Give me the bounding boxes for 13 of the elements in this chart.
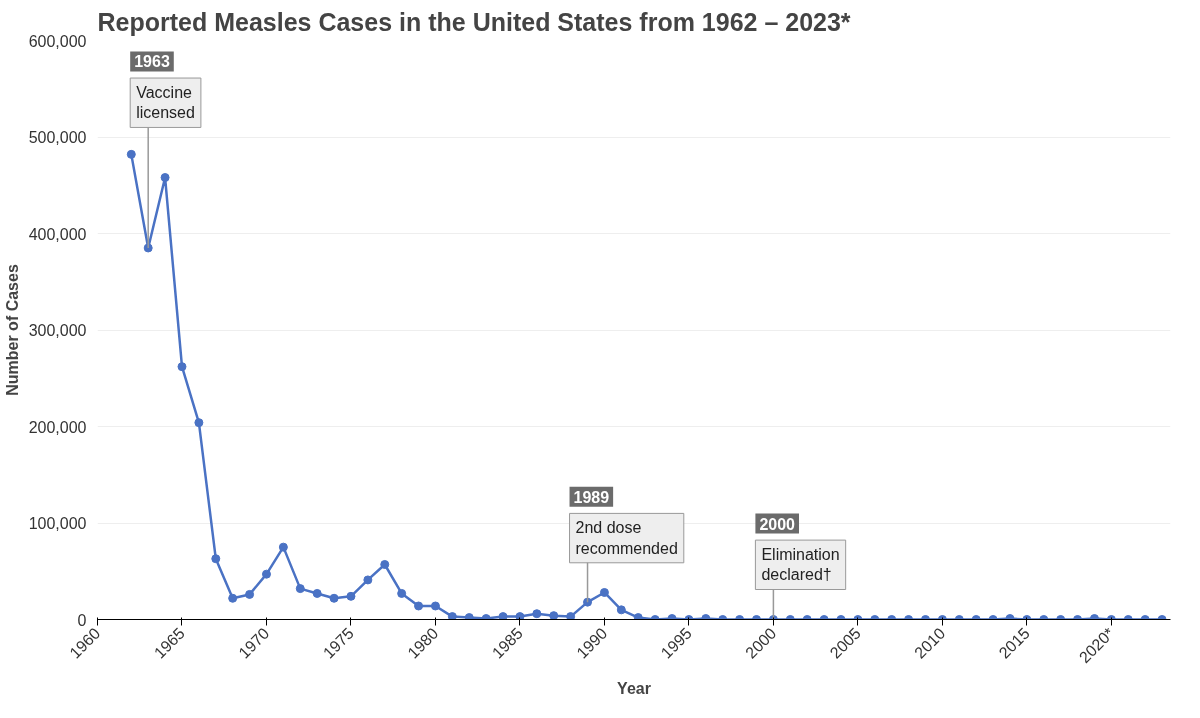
y-tick-label: 400,000 — [28, 225, 87, 243]
y-tick-label: 300,000 — [28, 322, 87, 339]
annotation: 1989 2nd dose recommended — [573, 488, 678, 557]
y-axis-title: Number of Cases — [3, 264, 21, 396]
annotation: 2000 Elimination declared† — [759, 515, 840, 584]
y-tick-label: 600,000 — [28, 32, 87, 50]
y-tick-label: 200,000 — [28, 418, 87, 436]
annotation: 1963 Vaccine licensed — [134, 53, 195, 122]
y-tick-label: 0 — [77, 611, 87, 629]
y-tick-label: 500,000 — [28, 129, 87, 146]
x-axis-title: Year — [617, 680, 651, 698]
chart-title: Reported Measles Cases in the United States from 1962 – 2023* — [97, 7, 851, 36]
y-tick-label: 100,000 — [28, 515, 87, 532]
